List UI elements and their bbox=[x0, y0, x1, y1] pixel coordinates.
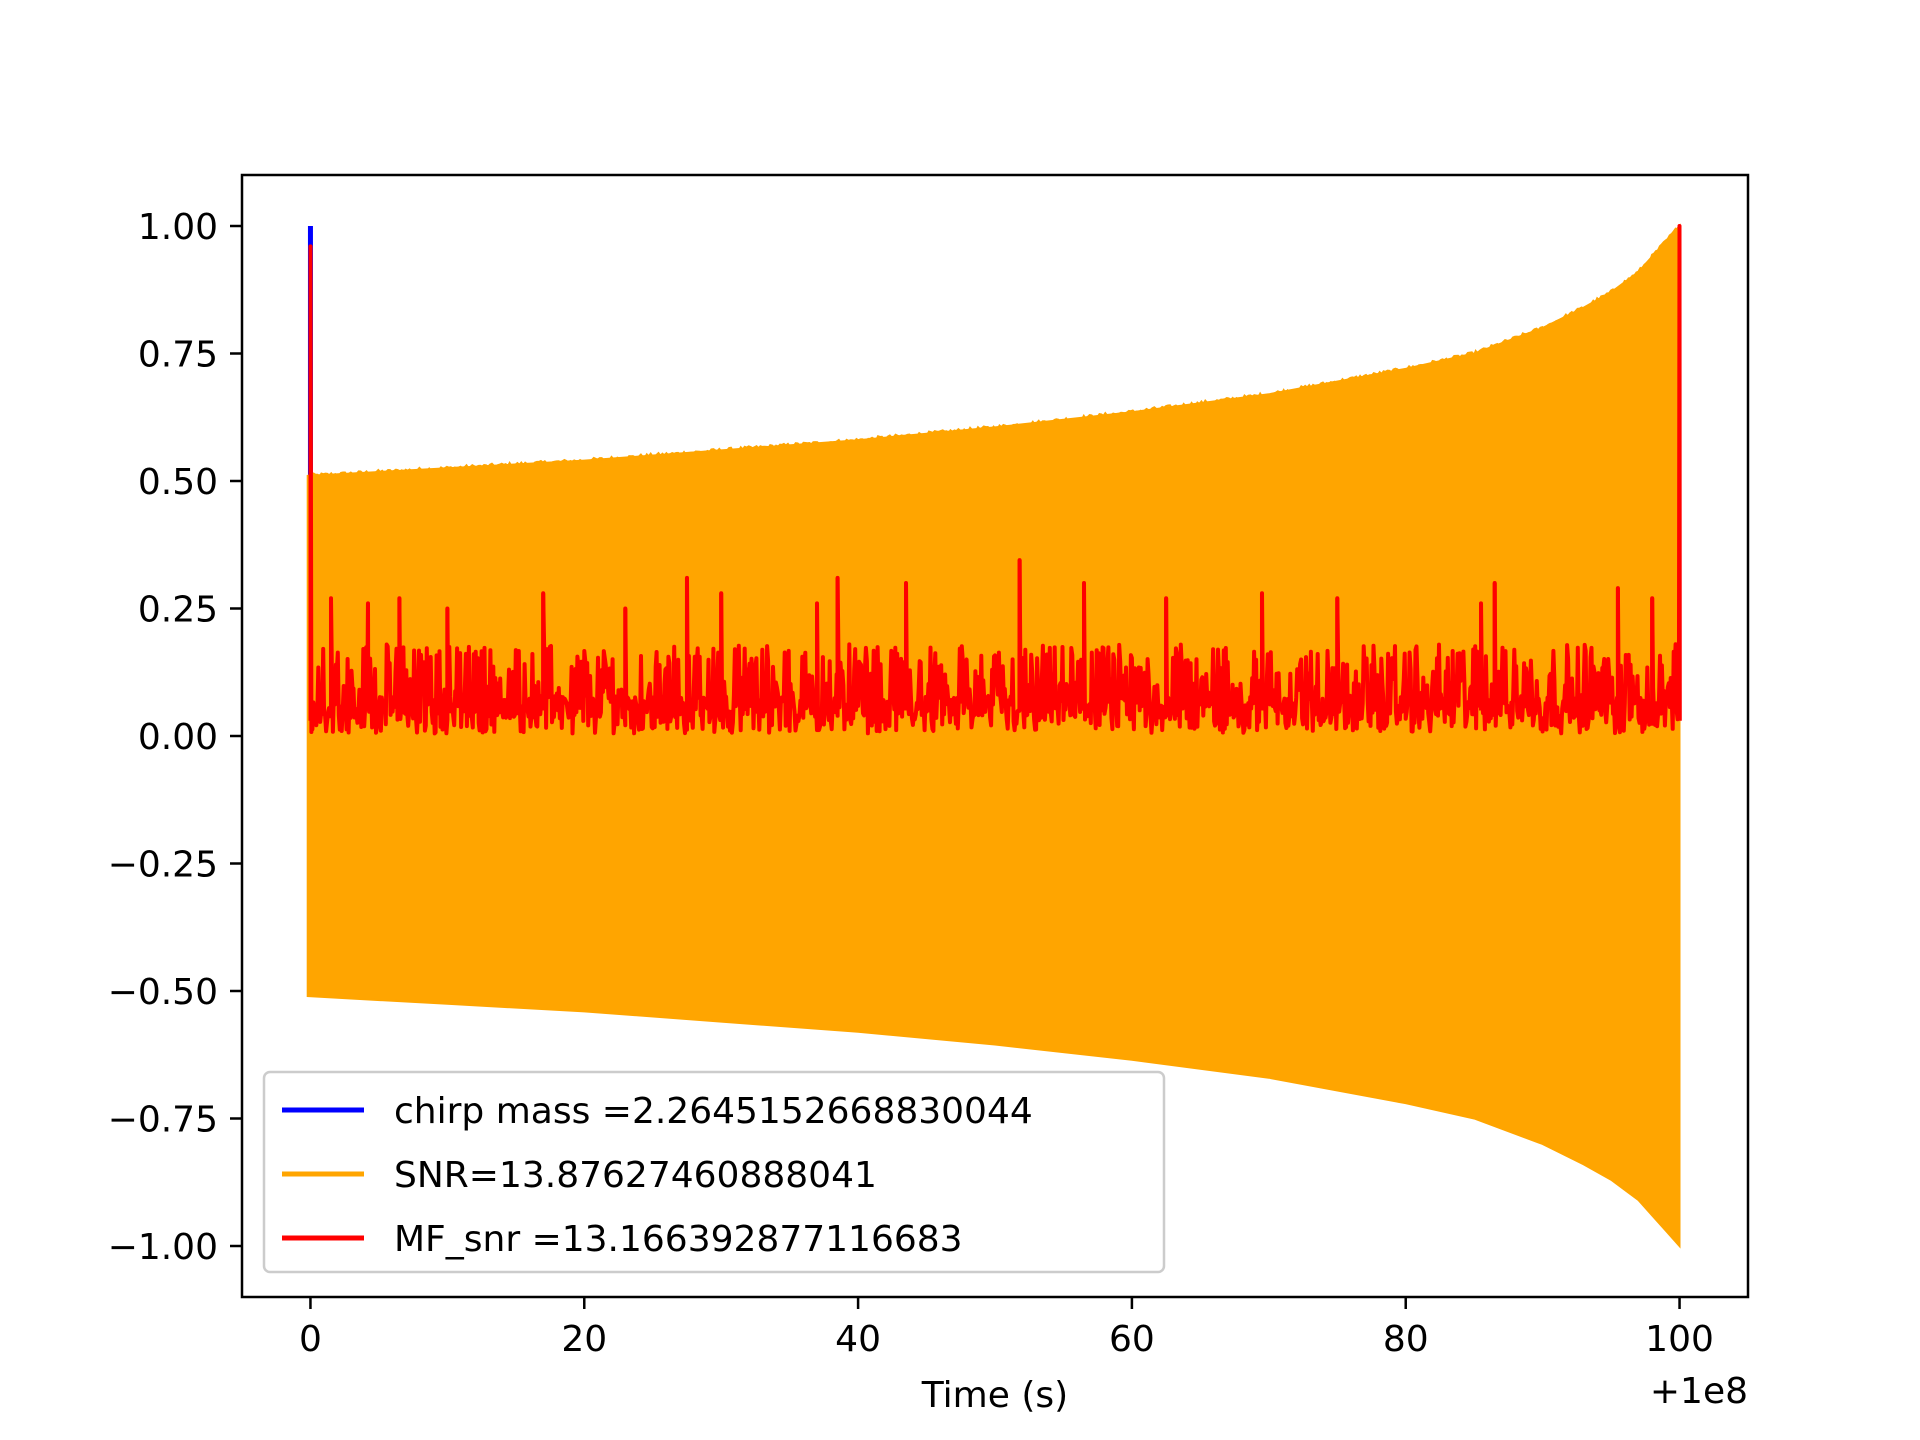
y-tick-label: 0.50 bbox=[138, 462, 218, 503]
series-snr-ripple bbox=[307, 227, 1681, 479]
legend: chirp mass =2.2645152668830044 SNR=13.876… bbox=[262, 1070, 1166, 1274]
y-tick-label: −0.25 bbox=[108, 845, 218, 886]
legend-label: chirp mass =2.2645152668830044 bbox=[394, 1091, 1033, 1132]
y-tick-label: 0.00 bbox=[138, 717, 218, 758]
x-offset-label: +1e8 bbox=[1650, 1371, 1748, 1412]
x-tick-label: 20 bbox=[561, 1319, 607, 1360]
plot-area bbox=[306, 223, 1682, 1249]
legend-label: SNR=13.87627460888041 bbox=[394, 1155, 877, 1196]
x-axis-label: Time (s) bbox=[921, 1375, 1068, 1416]
x-tick-label: 60 bbox=[1109, 1319, 1155, 1360]
y-tick-label: 0.75 bbox=[138, 335, 218, 376]
x-tick-label: 100 bbox=[1645, 1319, 1714, 1360]
y-tick-label: −0.75 bbox=[108, 1100, 218, 1141]
legend-box bbox=[262, 1070, 1166, 1274]
y-tick-label: 0.25 bbox=[138, 590, 218, 631]
legend-label: MF_snr =13.166392877116683 bbox=[394, 1219, 963, 1260]
axes: 0 20 40 60 80 100 1.00 0.75 0.50 0.25 0.00 −0.25 −0.… bbox=[108, 207, 1714, 1360]
y-tick-label: −0.50 bbox=[108, 972, 218, 1013]
x-tick-label: 0 bbox=[299, 1319, 322, 1360]
y-tick-label: −1.00 bbox=[108, 1227, 218, 1268]
y-tick-label: 1.00 bbox=[138, 207, 218, 248]
series-mf-snr bbox=[308, 224, 1682, 736]
x-tick-label: 40 bbox=[835, 1319, 881, 1360]
x-tick-label: 80 bbox=[1383, 1319, 1429, 1360]
